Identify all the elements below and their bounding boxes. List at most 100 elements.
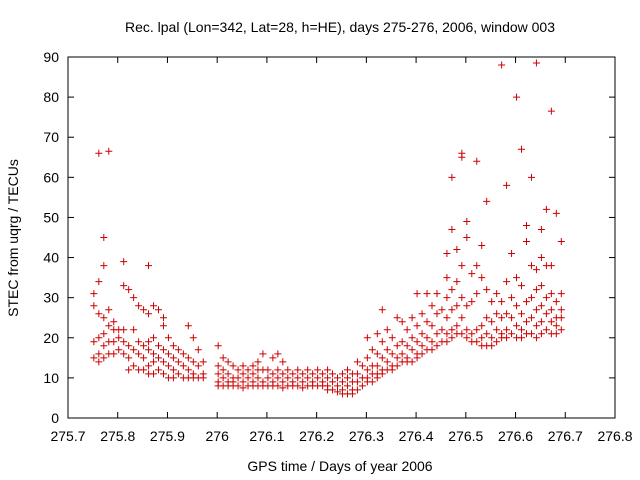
data-point [488, 318, 496, 326]
y-tick-label: 20 [43, 330, 59, 346]
data-point [388, 366, 396, 374]
data-point [224, 358, 232, 366]
data-point [488, 334, 496, 342]
data-point [518, 334, 526, 342]
data-point [443, 330, 451, 338]
y-axis-title: STEC from uqrg / TECUs [5, 159, 21, 317]
data-point [552, 322, 560, 330]
data-point [159, 370, 167, 378]
data-point [443, 314, 451, 322]
x-axis-title: GPS time / Days of year 2006 [247, 458, 432, 474]
data-point [537, 282, 545, 290]
data-point [100, 330, 108, 338]
data-point [463, 334, 471, 342]
data-point [174, 370, 182, 378]
data-point [413, 290, 421, 298]
data-point [522, 298, 530, 306]
data-point [458, 314, 466, 322]
data-point [274, 374, 282, 382]
y-tick-label: 40 [43, 250, 59, 266]
data-point [463, 217, 471, 225]
y-tick-label: 0 [51, 410, 59, 426]
data-point [164, 350, 172, 358]
data-point [358, 362, 366, 370]
data-point [264, 374, 272, 382]
data-point [274, 382, 282, 390]
data-point [363, 334, 371, 342]
data-point [329, 370, 337, 378]
x-tick-label: 276.7 [548, 428, 583, 444]
data-point [353, 386, 361, 394]
data-point [403, 326, 411, 334]
data-point [448, 286, 456, 294]
data-point [532, 286, 540, 294]
data-point [234, 382, 242, 390]
data-point [408, 334, 416, 342]
data-point [140, 342, 148, 350]
data-point [164, 334, 172, 342]
data-point [428, 322, 436, 330]
data-point [537, 302, 545, 310]
data-point [284, 366, 292, 374]
data-point [537, 330, 545, 338]
data-point [378, 370, 386, 378]
data-point [130, 326, 138, 334]
data-point [468, 330, 476, 338]
data-point [503, 334, 511, 342]
data-point [284, 374, 292, 382]
data-point [508, 330, 516, 338]
data-point [488, 342, 496, 350]
data-point [508, 314, 516, 322]
data-point [145, 338, 153, 346]
data-point [90, 354, 98, 362]
data-point [408, 346, 416, 354]
data-point [433, 310, 441, 318]
data-point [105, 147, 113, 155]
data-point [532, 306, 540, 314]
data-point [498, 314, 506, 322]
data-point [448, 334, 456, 342]
data-point [105, 322, 113, 330]
data-point [413, 354, 421, 362]
data-point [522, 318, 530, 326]
data-point [358, 382, 366, 390]
data-point [503, 310, 511, 318]
data-point [363, 366, 371, 374]
data-point [537, 318, 545, 326]
data-point [373, 362, 381, 370]
data-point [115, 346, 123, 354]
data-point [219, 354, 227, 362]
data-point [179, 350, 187, 358]
data-point [483, 330, 491, 338]
data-point [418, 310, 426, 318]
data-point [413, 322, 421, 330]
data-point [527, 262, 535, 270]
data-point [552, 298, 560, 306]
data-point [518, 145, 526, 153]
y-tick-label: 60 [43, 169, 59, 185]
data-point [343, 382, 351, 390]
data-point [135, 350, 143, 358]
data-point [334, 382, 342, 390]
data-point [169, 374, 177, 382]
data-point [423, 318, 431, 326]
y-tick-label: 30 [43, 290, 59, 306]
data-point [473, 290, 481, 298]
data-point [498, 61, 506, 69]
data-point [125, 342, 133, 350]
data-point [527, 173, 535, 181]
data-point [448, 225, 456, 233]
x-tick-label: 276.1 [249, 428, 284, 444]
data-point [100, 354, 108, 362]
data-point [473, 326, 481, 334]
data-point [214, 370, 222, 378]
data-point [398, 350, 406, 358]
data-point [547, 318, 555, 326]
data-point [448, 326, 456, 334]
data-point [398, 318, 406, 326]
data-point [557, 306, 565, 314]
data-point [518, 310, 526, 318]
data-point [244, 366, 252, 374]
data-point [90, 302, 98, 310]
data-point [95, 334, 103, 342]
